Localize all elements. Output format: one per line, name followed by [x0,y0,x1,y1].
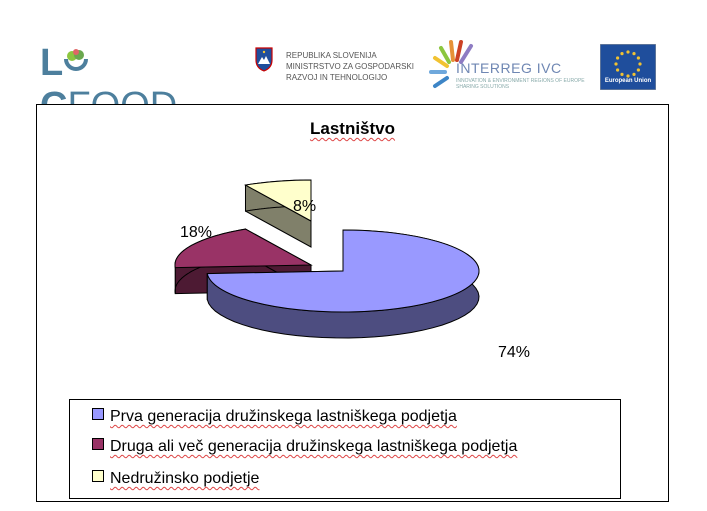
legend-swatch [92,470,104,482]
pie-slice-top [174,228,313,269]
interreg-burst-icon [429,40,473,88]
chart-frame: Lastništvo 74% 18% 8% Prva generacija druž… [36,104,669,502]
interreg-title: INTERREG IVC [456,60,562,76]
header: L CFOOD REPUBLIKA SLOVENIJA MINISTRSTVO … [0,0,707,127]
eu-star-icon [616,68,620,72]
gov-line: RAZVOJ IN TEHNOLOGIJO [286,73,388,82]
pie-data-label: 18% [180,224,212,241]
legend-swatch [92,438,104,450]
eu-star-icon [614,62,618,66]
legend-label: Nedružinsko podjetje [110,470,260,487]
legend-item: Druga ali več generacija družinskega las… [92,438,517,456]
pie-slice [206,229,480,339]
gov-line: REPUBLIKA SLOVENIJA [286,51,377,60]
locfood-l: L [40,42,64,84]
chart-legend: Prva generacija družinskega lastniškega … [69,399,621,499]
eu-star-icon [616,56,620,60]
eu-star-icon [632,52,636,56]
eu-star-icon [636,56,640,60]
slovenia-coat-of-arms-icon [254,46,274,77]
gov-line: MINISTRSTVO ZA GOSPODARSKI [286,62,415,71]
pie-slice [243,179,312,248]
legend-label: Prva generacija družinskega lastniškega … [110,408,457,425]
legend-swatch [92,408,104,420]
pie-chart: 74% 18% 8% [174,179,530,361]
eu-flag-icon [600,44,656,90]
legend-item: Nedružinsko podjetje [92,470,259,488]
eu-star-icon [626,50,630,54]
eu-star-icon [626,74,630,78]
eu-star-icon [620,52,624,56]
pie-slice-top [206,229,480,313]
interreg-subtitle: INNOVATION & ENVIRONMENT REGIONS OF EURO… [456,78,585,90]
eu-star-icon [632,72,636,76]
eu-star-icon [638,62,642,66]
gov-text: REPUBLIKA SLOVENIJA MINISTRSTVO ZA GOSPO… [286,50,426,83]
legend-label: Druga ali več generacija družinskega las… [110,438,518,455]
eu-label: European Union [604,78,652,84]
chart-title-text: Lastništvo [309,119,396,138]
lettuce-icon [63,44,89,72]
eu-star-icon [620,72,624,76]
chart-title: Lastništvo [37,119,668,139]
pie-data-label: 74% [498,344,530,361]
eu-star-icon [636,68,640,72]
pie-data-label: 8% [293,198,316,215]
pie-slice-top [243,179,312,222]
legend-item: Prva generacija družinskega lastniškega … [92,408,457,426]
